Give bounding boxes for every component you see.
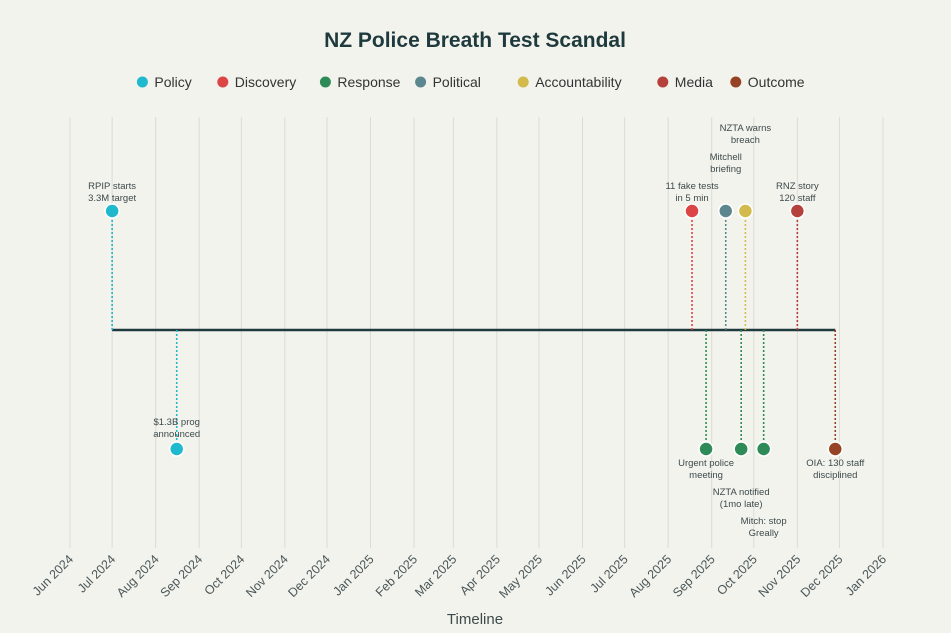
legend: Policy Discovery Response Political Accounta… (136, 74, 805, 90)
legend-label: Media (675, 74, 713, 90)
x-tick-label: Jul 2024 (75, 552, 118, 595)
x-tick-label: Jan 2026 (843, 552, 889, 598)
event-label: OIA: 130 staff (806, 458, 864, 469)
x-tick-label: Sep 2025 (670, 552, 718, 600)
event-marker[interactable] (698, 441, 714, 457)
event-response[interactable]: NZTA notified(1mo late) (713, 330, 770, 510)
event-label: announced (153, 429, 200, 440)
event-marker[interactable] (755, 441, 772, 457)
x-tick-label: Jun 2025 (542, 552, 588, 598)
legend-marker (517, 76, 529, 88)
gridlines (69, 117, 884, 548)
event-label: NZTA notified (713, 487, 770, 498)
legend-marker (415, 76, 427, 88)
event-label: (1mo late) (720, 499, 763, 510)
legend-label: Policy (154, 74, 191, 90)
x-tick-label: Feb 2025 (373, 552, 420, 599)
legend-item-political[interactable]: Political (415, 74, 481, 90)
legend-label: Political (433, 74, 481, 90)
legend-label: Accountability (535, 74, 621, 90)
event-label: briefing (710, 164, 741, 175)
x-tick-label: Jan 2025 (330, 552, 376, 598)
x-tick-label: Sep 2024 (158, 552, 206, 600)
event-label: RNZ story (776, 181, 819, 192)
event-label: 3.3M target (88, 193, 136, 204)
x-tick-label: Dec 2024 (285, 552, 333, 600)
event-label: breach (731, 135, 760, 146)
legend-item-policy[interactable]: Policy (136, 74, 192, 90)
event-marker[interactable] (717, 203, 734, 219)
x-tick-label: Nov 2024 (243, 552, 291, 600)
x-tick-label: Aug 2024 (114, 552, 162, 600)
event-marker[interactable] (733, 441, 749, 457)
x-tick-label: Oct 2025 (714, 552, 760, 598)
legend-label: Outcome (748, 74, 805, 90)
legend-item-response[interactable]: Response (319, 74, 401, 90)
event-label: Greally (749, 528, 779, 539)
event-label: meeting (689, 470, 723, 481)
event-marker[interactable] (737, 203, 754, 219)
event-label: 120 staff (779, 193, 816, 204)
x-tick-label: May 2025 (496, 552, 545, 601)
event-label: in 5 min (675, 193, 708, 204)
chart-title: NZ Police Breath Test Scandal (324, 29, 626, 52)
legend-marker (136, 76, 148, 88)
legend-marker (319, 76, 331, 88)
event-label: Urgent police (678, 458, 734, 469)
legend-item-accountability[interactable]: Accountability (517, 74, 622, 90)
x-tick-label: Jul 2025 (587, 552, 630, 595)
event-marker[interactable] (789, 203, 806, 219)
event-label: 11 fake tests (665, 181, 718, 192)
x-tick-label: Dec 2025 (798, 552, 846, 600)
event-marker[interactable] (684, 203, 700, 219)
event-marker[interactable] (827, 441, 844, 457)
event-label: disciplined (813, 470, 857, 481)
x-axis-label: Timeline (447, 611, 503, 628)
event-marker[interactable] (104, 203, 120, 219)
event-label: Mitch: stop (741, 516, 787, 527)
legend-marker (657, 76, 669, 88)
x-tick-label: Aug 2025 (627, 552, 675, 600)
event-label: $1.3B prog (153, 417, 199, 428)
event-label: Mitchell (710, 152, 742, 163)
legend-marker (217, 76, 229, 88)
legend-item-outcome[interactable]: Outcome (730, 74, 805, 90)
legend-item-discovery[interactable]: Discovery (217, 74, 296, 90)
legend-item-media[interactable]: Media (657, 74, 713, 90)
x-tick-label: Nov 2025 (756, 552, 804, 600)
x-tick-label: Oct 2024 (202, 552, 248, 598)
event-label: NZTA warns (720, 123, 772, 134)
legend-label: Response (337, 74, 400, 90)
event-label: RPIP starts (88, 181, 136, 192)
x-tick-label: Mar 2025 (412, 552, 459, 599)
legend-marker (730, 76, 742, 88)
legend-label: Discovery (235, 74, 296, 90)
x-tick-label: Jun 2024 (30, 552, 76, 598)
event-marker[interactable] (168, 441, 185, 457)
